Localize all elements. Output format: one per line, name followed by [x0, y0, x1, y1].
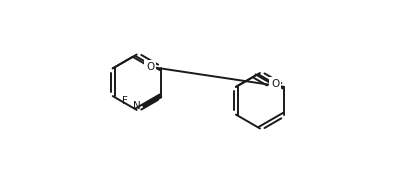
Text: N: N — [133, 101, 141, 111]
Text: O: O — [146, 62, 154, 72]
Text: O: O — [271, 79, 279, 89]
Text: F: F — [122, 96, 128, 106]
